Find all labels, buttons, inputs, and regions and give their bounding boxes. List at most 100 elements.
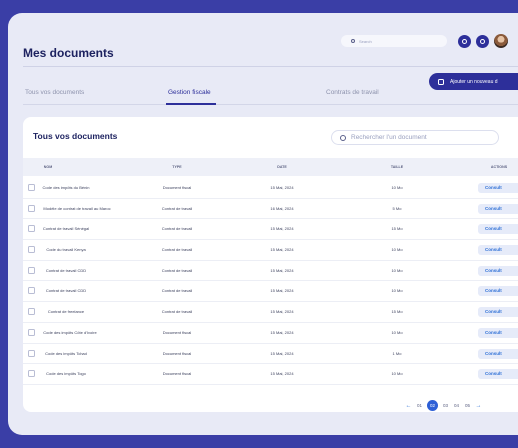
consult-button[interactable]: Consult: [478, 224, 518, 235]
cell-name: Contrat de travail Sénégal: [42, 226, 90, 232]
cell-name: Code des impôts Côte d'Ivoire: [43, 329, 97, 335]
cell-name: Code des impôts du Bénin: [42, 185, 90, 190]
column-header-type[interactable]: TYPE: [172, 165, 182, 169]
visibility-button[interactable]: [458, 35, 471, 48]
cell-date: 15 Mai, 2024: [270, 350, 294, 356]
table-row[interactable]: Code des impôts Tchad Document fiscal 15…: [23, 344, 518, 365]
bell-icon: [480, 39, 485, 44]
cell-type: Contrat de travail: [161, 309, 193, 315]
cell-name: Modèle de contrat de travail au Maroc: [43, 205, 111, 211]
consult-button[interactable]: Consult: [478, 307, 518, 318]
tab-bar: Tous vos documents Gestion fiscale Contr…: [23, 89, 518, 105]
add-document-button[interactable]: Ajouter un nouveau d: [429, 73, 518, 90]
header-divider: [23, 66, 518, 67]
cell-date: 15 Mai, 2024: [270, 185, 294, 190]
table-row[interactable]: Code du travail Kenya Contrat de travail…: [23, 240, 518, 261]
cell-size: 15 Mo: [391, 226, 403, 232]
row-checkbox[interactable]: [28, 266, 35, 274]
consult-button[interactable]: Consult: [478, 286, 518, 297]
cell-date: 15 Mai, 2024: [270, 247, 294, 253]
row-checkbox[interactable]: [28, 370, 35, 378]
table-row[interactable]: Contrat de freelance Contrat de travail …: [23, 302, 518, 323]
cell-type: Document fiscal: [162, 371, 192, 377]
row-checkbox[interactable]: [28, 308, 35, 316]
cell-size: 10 Mo: [391, 247, 403, 253]
consult-button[interactable]: Consult: [478, 203, 518, 214]
column-header-date[interactable]: DATE: [277, 165, 287, 169]
cell-date: 15 Mai, 2024: [270, 267, 294, 273]
table-row[interactable]: Contrat de travail Sénégal Contrat de tr…: [23, 219, 518, 241]
row-checkbox[interactable]: [28, 225, 35, 233]
row-checkbox[interactable]: [28, 349, 35, 357]
cell-name: Contrat de freelance: [47, 309, 85, 315]
document-search-placeholder: Rechercher l'un document: [351, 134, 427, 141]
table-row[interactable]: Code des impôts Togo Document fiscal 15 …: [23, 364, 518, 385]
consult-button[interactable]: Consult: [478, 183, 518, 193]
cell-size: 10 Mo: [391, 185, 403, 190]
table-body: Code des impôts du Bénin Document fiscal…: [23, 178, 518, 385]
page-title: Mes documents: [23, 46, 114, 60]
tab-tax-management[interactable]: Gestion fiscale: [168, 89, 211, 96]
row-checkbox[interactable]: [28, 246, 35, 254]
consult-button[interactable]: Consult: [478, 348, 518, 359]
tabs-divider: [23, 104, 518, 105]
cell-date: 15 Mai, 2024: [270, 288, 294, 294]
cell-size: 10 Mo: [391, 288, 403, 294]
consult-button[interactable]: Consult: [478, 245, 518, 256]
cell-name: Code du travail Kenya: [46, 247, 86, 253]
cell-size: 10 Mo: [391, 329, 403, 335]
cell-date: 16 Mai, 2024: [270, 205, 294, 211]
row-checkbox[interactable]: [28, 287, 35, 295]
row-checkbox[interactable]: [28, 328, 35, 336]
tab-employment-contracts[interactable]: Contrats de travail: [326, 89, 379, 96]
table-row[interactable]: Contrat de travail CDD Contrat de travai…: [23, 261, 518, 282]
column-header-size[interactable]: TAILLE: [390, 165, 404, 169]
pagination-prev-button[interactable]: ←: [405, 402, 412, 409]
page-button-01[interactable]: 01: [416, 403, 422, 408]
page-button-04[interactable]: 04: [453, 403, 459, 408]
row-checkbox[interactable]: [28, 204, 35, 212]
add-document-icon: [438, 78, 444, 85]
consult-button[interactable]: Consult: [478, 369, 518, 380]
top-search-input[interactable]: Search: [341, 35, 447, 47]
cell-type: Document fiscal: [162, 350, 192, 356]
cell-type: Contrat de travail: [161, 226, 193, 232]
cell-size: 15 Mo: [391, 309, 403, 315]
table-row[interactable]: Contrat de travail CDD Contrat de travai…: [23, 281, 518, 303]
table-row[interactable]: Code des impôts Côte d'Ivoire Document f…: [23, 323, 518, 344]
column-header-name[interactable]: NOM: [43, 165, 53, 169]
document-search-input[interactable]: Rechercher l'un document: [331, 130, 499, 145]
search-icon: [351, 39, 355, 43]
consult-button[interactable]: Consult: [478, 265, 518, 276]
column-header-actions: ACTIONS: [490, 165, 508, 169]
cell-type: Document fiscal: [162, 185, 192, 190]
cell-name: Contrat de travail CDD: [45, 267, 87, 273]
active-tab-indicator: [166, 103, 216, 105]
documents-card: Tous vos documents Rechercher l'un docum…: [23, 117, 518, 412]
row-checkbox[interactable]: [28, 184, 35, 191]
pagination-next-button[interactable]: →: [475, 402, 482, 409]
cell-date: 15 Mai, 2024: [270, 371, 294, 377]
page-button-03[interactable]: 03: [442, 403, 448, 408]
table-header: NOM TYPE DATE TAILLE ACTIONS: [23, 158, 518, 176]
page-button-05[interactable]: 05: [464, 403, 470, 408]
avatar[interactable]: [494, 34, 508, 48]
eye-icon: [462, 39, 467, 44]
cell-type: Contrat de travail: [161, 247, 193, 253]
table-row[interactable]: Code des impôts du Bénin Document fiscal…: [23, 178, 518, 199]
cell-type: Contrat de travail: [161, 267, 193, 273]
page-button-02[interactable]: 02: [427, 400, 438, 411]
cell-size: 5 Mo: [392, 205, 402, 211]
tab-all-documents[interactable]: Tous vos documents: [25, 89, 85, 96]
top-search-placeholder: Search: [359, 38, 372, 44]
cell-name: Code des impôts Tchad: [45, 350, 87, 356]
pagination: ← 01 02 03 04 05 →: [403, 400, 484, 411]
cell-type: Contrat de travail: [161, 288, 193, 294]
consult-button[interactable]: Consult: [478, 327, 518, 338]
notifications-button[interactable]: [476, 35, 489, 48]
cell-date: 15 Mai, 2024: [270, 329, 294, 335]
cell-date: 15 Mai, 2024: [270, 226, 294, 232]
table-row[interactable]: Modèle de contrat de travail au Maroc Co…: [23, 199, 518, 220]
cell-size: 10 Mo: [391, 267, 403, 273]
cell-name: Contrat de travail CDD: [45, 288, 87, 294]
